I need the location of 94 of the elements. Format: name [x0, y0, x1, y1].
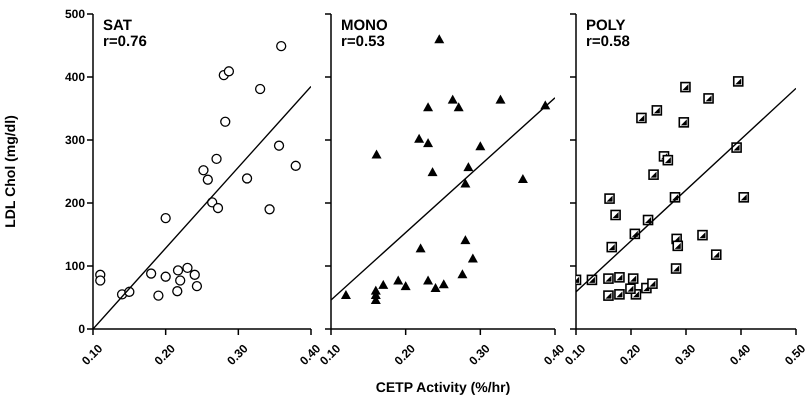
point [182, 262, 193, 274]
point [153, 290, 164, 301]
point [460, 178, 470, 188]
point [393, 275, 404, 284]
point [95, 275, 106, 286]
point [264, 204, 275, 214]
text: r=0.58 [586, 33, 630, 50]
point [732, 76, 744, 87]
y-tick-label: 400 [64, 70, 86, 84]
point [423, 102, 434, 112]
x-tick-label: 0.30 [466, 341, 493, 368]
point [614, 272, 625, 283]
point [460, 235, 470, 244]
x-axis-title: CETP Activity (%/hr) [376, 379, 510, 395]
point [428, 167, 438, 176]
y-tick-label: 0 [78, 322, 86, 336]
point [463, 162, 474, 172]
point [678, 117, 690, 128]
point [697, 230, 708, 240]
x-tick-label: 0.30 [224, 341, 251, 368]
point [192, 281, 202, 292]
point [438, 279, 449, 288]
point [340, 290, 351, 299]
point [606, 242, 618, 252]
point [518, 174, 528, 184]
point [603, 290, 614, 301]
x-tick-label: 0.30 [672, 341, 699, 368]
x-tick-label: 0.50 [782, 341, 808, 368]
point [610, 210, 621, 220]
point [274, 140, 284, 151]
point [160, 272, 171, 282]
point [434, 34, 444, 44]
point [647, 278, 658, 289]
point [672, 240, 684, 252]
point [495, 94, 506, 104]
point [468, 253, 478, 262]
point [254, 84, 266, 94]
point [738, 192, 750, 203]
x-tick-label: 0.20 [392, 341, 418, 368]
x-tick-label: 0.10 [78, 341, 106, 368]
chart-title: POLY [586, 17, 626, 34]
point [614, 289, 625, 300]
point [423, 138, 434, 148]
x-tick-label: 0.40 [726, 341, 754, 368]
y-tick-label: 100 [64, 259, 86, 273]
point [625, 283, 636, 294]
point [146, 268, 156, 279]
point [276, 40, 286, 52]
point [457, 269, 468, 278]
point [430, 283, 441, 292]
point [662, 154, 674, 166]
y-tick-label: 300 [64, 133, 86, 147]
point [198, 165, 209, 176]
point [423, 275, 434, 284]
point [211, 154, 222, 164]
point [454, 102, 464, 112]
point [224, 66, 234, 76]
point [172, 286, 182, 296]
x-tick-label: 0.20 [616, 341, 644, 368]
point [731, 142, 742, 153]
point [175, 275, 186, 286]
y-tick-label: 200 [64, 196, 86, 210]
point [652, 105, 662, 116]
point [604, 193, 615, 204]
point [220, 116, 230, 127]
point [670, 263, 682, 274]
chart-title: MONO [341, 17, 388, 34]
point [290, 160, 301, 171]
text: r=0.76 [103, 33, 147, 50]
point [603, 273, 614, 284]
point [703, 93, 714, 104]
point [414, 134, 424, 143]
point [680, 82, 691, 92]
point [212, 202, 224, 214]
point [372, 149, 382, 158]
point [378, 280, 388, 289]
point [400, 281, 411, 290]
point [628, 273, 638, 284]
point [710, 249, 722, 260]
point [160, 212, 171, 224]
point [475, 141, 486, 150]
point [448, 94, 458, 104]
point [242, 173, 252, 184]
x-tick-label: 0.20 [152, 341, 178, 368]
point [172, 265, 184, 276]
text: r=0.53 [341, 33, 386, 50]
y-axis-title: LDL Chol (mg/dl) [2, 115, 18, 228]
point [636, 112, 647, 124]
chart-title: SAT [103, 17, 133, 34]
point [416, 243, 426, 252]
point [190, 270, 200, 280]
point [648, 169, 659, 180]
y-tick-label: 500 [64, 7, 86, 21]
point [202, 174, 213, 185]
